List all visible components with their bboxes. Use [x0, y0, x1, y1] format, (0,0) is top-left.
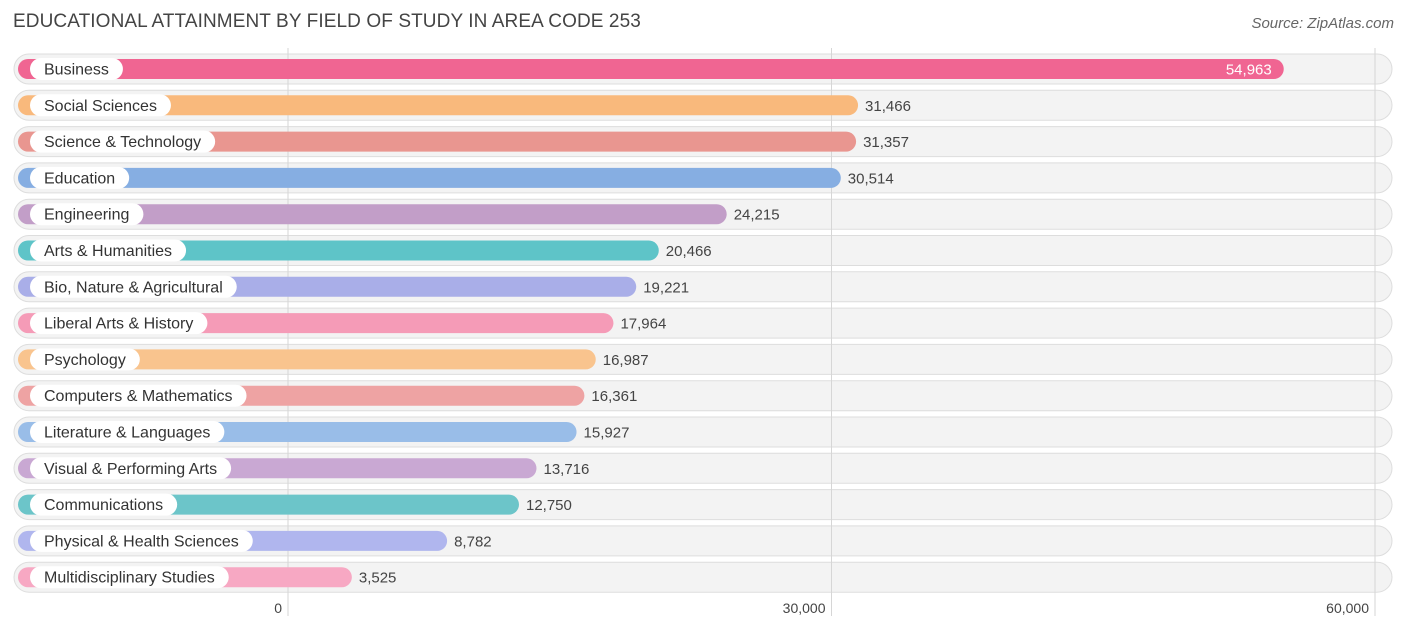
- category-label-pill: [30, 166, 130, 189]
- x-tick-label: 30,000: [783, 600, 826, 616]
- value-label: 3,525: [359, 570, 397, 587]
- value-label: 8,782: [454, 533, 492, 550]
- value-label: 31,357: [863, 134, 909, 151]
- category-label-pill: [30, 130, 216, 153]
- category-label: Visual & Performing Arts: [44, 461, 217, 478]
- category-label: Computers & Mathematics: [44, 388, 233, 405]
- bar: [18, 204, 727, 225]
- value-label: 24,215: [734, 207, 780, 224]
- category-label-pill: [30, 203, 144, 226]
- bar: [18, 95, 859, 116]
- x-axis-ticks: 0 30,000 60,000: [274, 600, 1369, 616]
- category-label: Physical & Health Sciences: [44, 533, 239, 550]
- value-label: 17,964: [620, 316, 666, 333]
- category-label-pill: [30, 58, 123, 80]
- category-label: Engineering: [44, 207, 129, 224]
- category-label: Literature & Languages: [44, 425, 210, 442]
- value-label: 12,750: [526, 497, 572, 514]
- value-label: 20,466: [666, 243, 712, 260]
- category-label: Education: [44, 170, 115, 187]
- value-label: 19,221: [643, 279, 689, 296]
- x-tick-label: 60,000: [1326, 600, 1369, 616]
- category-label: Psychology: [44, 352, 126, 369]
- category-label-pill: [30, 421, 225, 443]
- category-label: Liberal Arts & History: [44, 316, 193, 333]
- value-label: 30,514: [848, 170, 894, 187]
- value-label: 13,716: [543, 461, 589, 478]
- value-label: 54,963: [1226, 62, 1272, 79]
- category-label: Multidisciplinary Studies: [44, 570, 215, 587]
- category-label: Business: [44, 62, 109, 79]
- category-label-pill: [30, 384, 247, 407]
- category-label: Communications: [44, 497, 163, 514]
- category-label-pill: [30, 312, 208, 335]
- category-label-pill: [30, 348, 140, 371]
- category-label-pill: [30, 529, 253, 552]
- value-label: 16,987: [603, 352, 649, 369]
- category-label-pill: [30, 94, 171, 117]
- category-label-pill: [30, 493, 178, 516]
- category-label-pill: [30, 239, 187, 262]
- bars: Business 54,963 Social Sciences 31,466 Scien…: [18, 58, 1284, 589]
- value-label: 31,466: [865, 98, 911, 115]
- category-label: Bio, Nature & Agricultural: [44, 279, 223, 296]
- bar: [18, 167, 841, 188]
- bar: [18, 59, 1284, 79]
- value-label: 15,927: [584, 425, 630, 442]
- category-label: Social Sciences: [44, 98, 157, 115]
- chart-source: Source: ZipAtlas.com: [1251, 15, 1394, 32]
- category-label-pill: [30, 457, 232, 480]
- category-label-pill: [30, 275, 237, 298]
- x-tick-label: 0: [274, 600, 282, 616]
- category-label: Arts & Humanities: [44, 243, 172, 260]
- category-label-pill: [30, 566, 229, 589]
- value-label: 16,361: [591, 388, 637, 405]
- bar: [18, 349, 596, 370]
- bar: [18, 131, 857, 152]
- category-label: Science & Technology: [44, 134, 201, 151]
- chart-title: EDUCATIONAL ATTAINMENT BY FIELD OF STUDY…: [13, 11, 641, 32]
- row-track: [13, 561, 1393, 593]
